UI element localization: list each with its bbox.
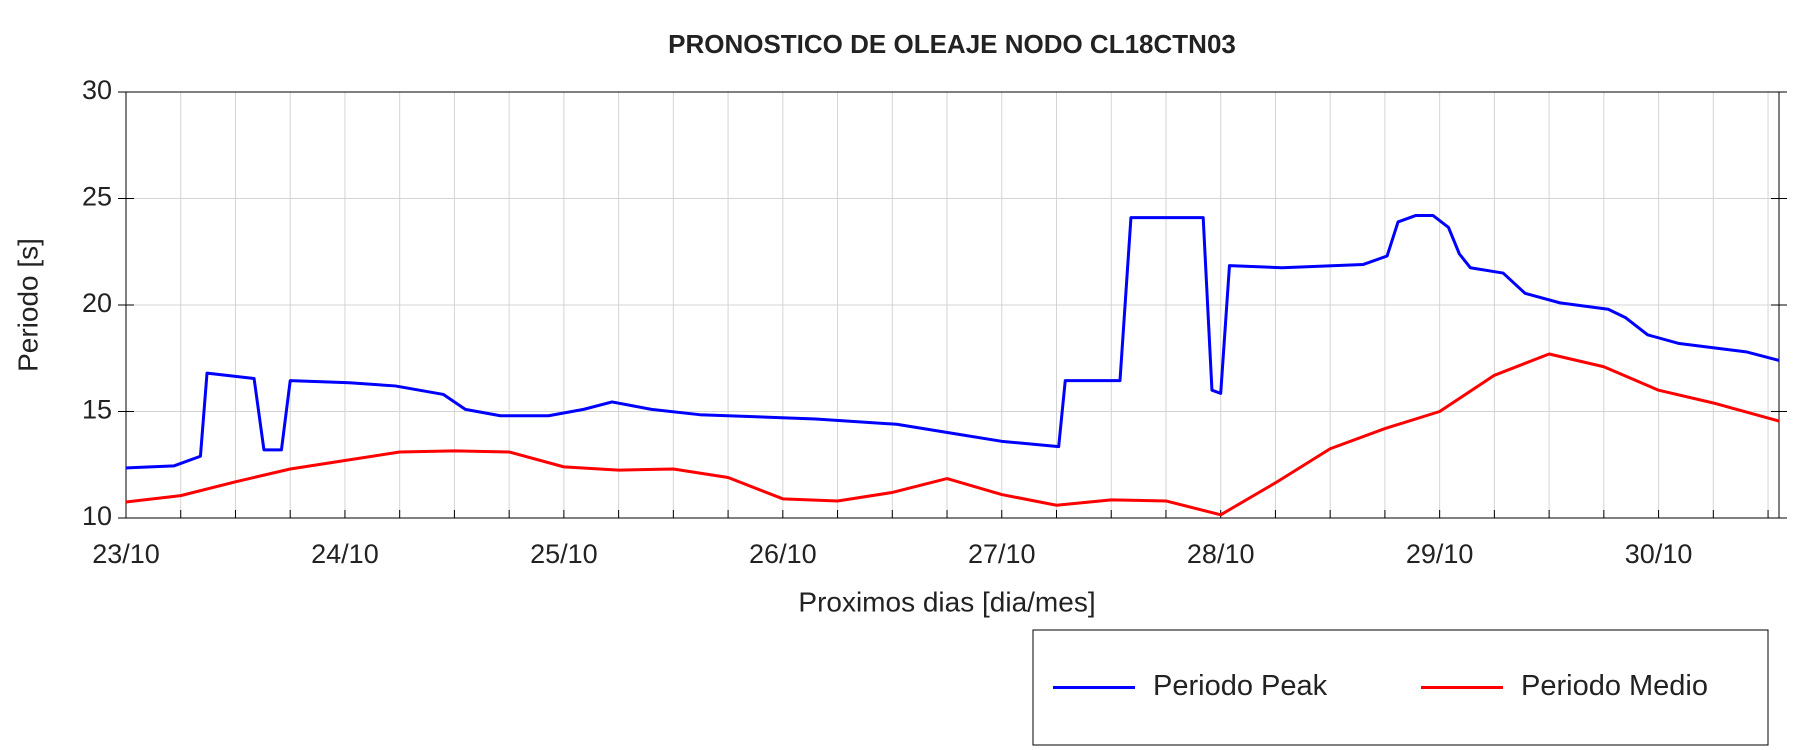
y-tick-label: 10: [82, 501, 112, 531]
chart-title: PRONOSTICO DE OLEAJE NODO CL18CTN03: [668, 29, 1236, 59]
y-tick-label: 30: [82, 75, 112, 105]
x-tick-label: 24/10: [311, 539, 379, 569]
x-tick-label: 29/10: [1406, 539, 1474, 569]
y-axis-label: Periodo [s]: [12, 238, 43, 372]
x-tick-label: 26/10: [749, 539, 817, 569]
x-tick-label: 28/10: [1187, 539, 1255, 569]
x-axis-label: Proximos dias [dia/mes]: [798, 586, 1095, 617]
plot-frame: [125, 91, 1780, 519]
series-line: [125, 214, 1780, 470]
y-tick-label: 15: [82, 395, 112, 425]
x-tick-label: 23/10: [92, 539, 160, 569]
y-tick-label: 25: [82, 182, 112, 212]
legend-label: Periodo Medio: [1521, 670, 1708, 702]
legend-box: [1032, 629, 1769, 746]
y-tick-label: 20: [82, 288, 112, 318]
x-tick-label: 27/10: [968, 539, 1036, 569]
legend-label: Periodo Peak: [1153, 670, 1328, 702]
series-line: [125, 352, 1780, 517]
x-tick-label: 30/10: [1625, 539, 1693, 569]
x-tick-label: 25/10: [530, 539, 598, 569]
